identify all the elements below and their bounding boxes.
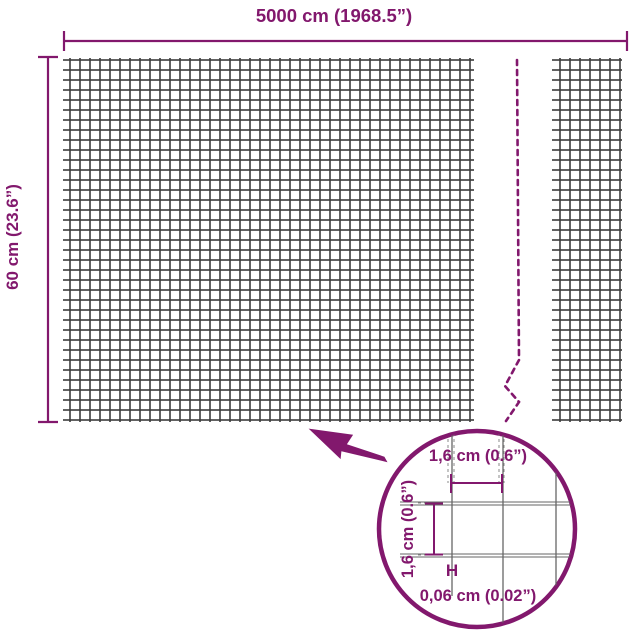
- svg-text:5000 cm (1968.5”): 5000 cm (1968.5”): [256, 5, 412, 26]
- svg-text:0,06 cm (0.02”): 0,06 cm (0.02”): [420, 587, 536, 605]
- svg-text:1,6 cm (0.6”): 1,6 cm (0.6”): [429, 447, 527, 465]
- svg-text:H: H: [446, 561, 458, 580]
- svg-text:1,6 cm (0.6”): 1,6 cm (0.6”): [399, 480, 417, 578]
- svg-text:60 cm (23.6”): 60 cm (23.6”): [3, 184, 22, 290]
